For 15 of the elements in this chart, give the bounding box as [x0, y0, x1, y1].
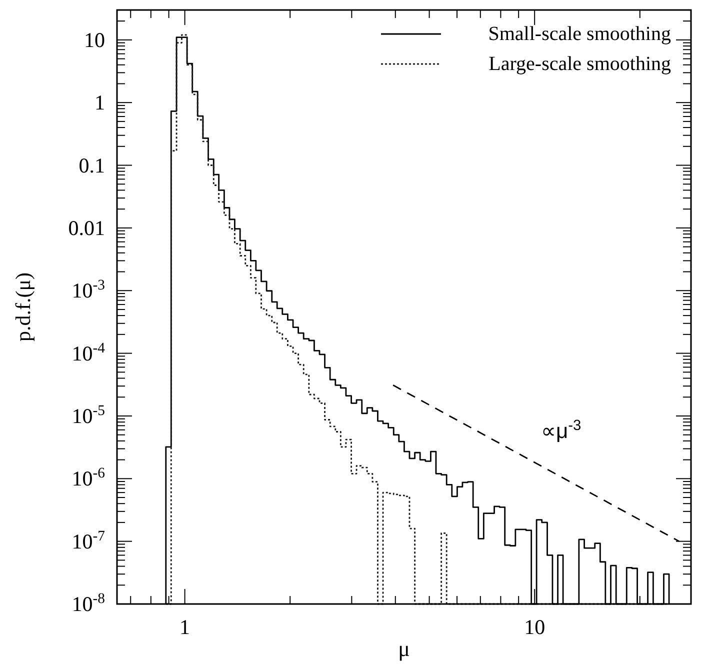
y-tick-label: 1	[94, 90, 105, 115]
y-tick-label: 10$^{-8}$	[72, 591, 105, 616]
y-tick-label: 10$^{-3}$	[72, 278, 105, 303]
y-tick-label: 10$^{-5}$	[72, 402, 105, 428]
y-tick-label: 10$^{-7}$	[72, 528, 105, 554]
x-axis-title: μ	[398, 636, 410, 661]
legend-label: Large-scale smoothing	[488, 53, 671, 75]
y-axis-title: p.d.f.(μ)	[11, 272, 35, 342]
y-tick-label: 0.1	[78, 153, 105, 178]
y-tick-label: 0.01	[68, 216, 105, 240]
y-tick-label: 10$^{-4}$	[72, 340, 106, 366]
annotation: ∝μ$^{-3}$	[541, 418, 582, 444]
legend-label: Small-scale smoothing	[488, 23, 671, 45]
y-tick-label: 10$^{-6}$	[72, 466, 105, 491]
y-tick-label: 10	[84, 28, 105, 52]
